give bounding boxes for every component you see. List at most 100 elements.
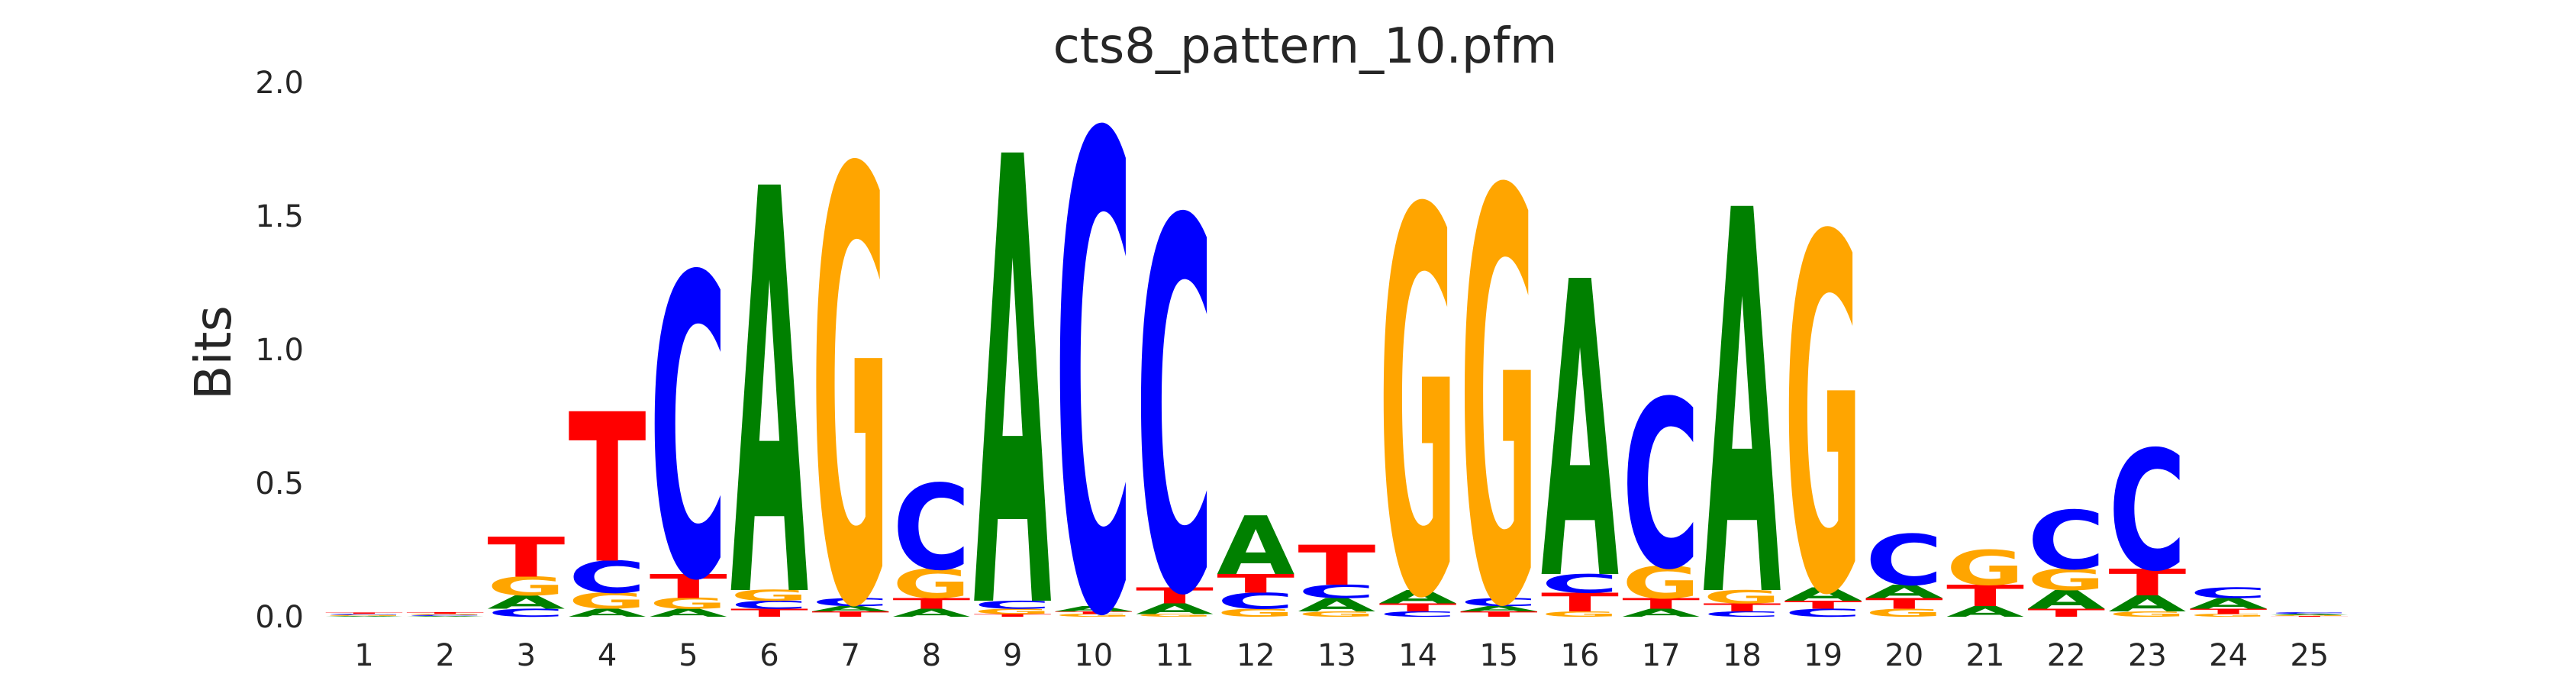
logo-letter-g: G	[406, 614, 484, 615]
logo-letter-t: T	[2271, 616, 2349, 617]
logo-letter-g: G	[892, 560, 970, 608]
logo-letter-t: T	[730, 607, 808, 620]
x-tick-label: 17	[1642, 638, 1681, 673]
logo-letter-c: C	[811, 596, 889, 609]
logo-letter-a: A	[1541, 198, 1620, 670]
logo-letter-c: C	[2108, 416, 2186, 608]
logo-letter-g: G	[1379, 102, 1457, 687]
x-tick-label: 3	[517, 638, 536, 673]
logo-letter-a: A	[1460, 605, 1538, 613]
logo-letter-g: G	[1785, 137, 1862, 687]
x-tick-label: 20	[1884, 638, 1923, 673]
logo-letter-t: T	[1622, 595, 1700, 612]
y-tick-label: 1.5	[255, 199, 304, 234]
logo-letter-g: G	[569, 588, 646, 614]
logo-letter-t: T	[1703, 601, 1781, 614]
chart-title: cts8_pattern_10.pfm	[1053, 18, 1558, 75]
x-tick-label: 13	[1317, 638, 1356, 673]
y-axis-label: Bits	[184, 305, 243, 400]
x-tick-label: 15	[1479, 638, 1518, 673]
y-tick-label: 2.0	[255, 66, 304, 101]
logo-letter-t: T	[1785, 598, 1862, 611]
x-tick-label: 12	[1236, 638, 1275, 673]
logo-letter-t: T	[1541, 588, 1619, 617]
logo-letter-c: C	[1865, 520, 1943, 601]
logo-letter-g: G	[811, 49, 889, 687]
logo-letter-t: T	[569, 371, 646, 610]
logo-letter-a: A	[1946, 603, 2024, 620]
logo-letter-c: C	[2027, 495, 2105, 588]
logo-letter-c: C	[1541, 569, 1619, 598]
logo-letter-g: G	[1703, 587, 1781, 608]
logo-letter-t: T	[2027, 607, 2105, 620]
logo-letter-c: C	[974, 598, 1052, 611]
logo-letter-t: T	[811, 610, 889, 618]
logo-letter-g: G	[1541, 610, 1619, 618]
logo-letter-a: A	[1622, 607, 1701, 620]
logo-letter-a: A	[1136, 601, 1214, 617]
x-tick-label: 19	[1804, 638, 1843, 673]
x-tick-label: 1	[354, 638, 373, 673]
logo-letter-t: T	[1865, 595, 1943, 612]
logo-letter-a: A	[1703, 102, 1781, 687]
logo-letter-g: G	[1622, 557, 1700, 608]
logo-letter-t: T	[487, 526, 565, 590]
logo-letter-a: A	[892, 607, 971, 620]
x-tick-label: 22	[2047, 638, 2086, 673]
logo-letter-g: G	[2108, 610, 2186, 618]
logo-letter-a: A	[487, 592, 565, 613]
logo-letter-t: T	[1946, 579, 2024, 614]
logo-letter-g: G	[1946, 541, 2024, 596]
logo-letter-t: T	[2190, 608, 2268, 616]
logo-letter-t: T	[974, 614, 1052, 618]
logo-letter-a: A	[730, 74, 809, 687]
logo-letter-g: G	[1298, 610, 1375, 618]
x-tick-label: 24	[2209, 638, 2248, 673]
x-tick-label: 10	[1074, 638, 1113, 673]
logo-letter-a: A	[2190, 595, 2268, 612]
logo-letter-a: A	[650, 607, 728, 620]
logo-letter-g: G	[730, 587, 808, 604]
logo-letter-a: A	[811, 605, 889, 613]
y-tick-label: 0.5	[255, 466, 304, 501]
logo-letter-g: G	[974, 608, 1052, 616]
x-tick-label: 6	[759, 638, 779, 673]
x-tick-label: 21	[1966, 638, 2005, 673]
logo-letter-a: A	[2027, 585, 2105, 614]
logo-letter-a: A	[406, 616, 484, 617]
logo-letter-t: T	[1379, 601, 1457, 614]
logo-letter-g: G	[1217, 607, 1294, 620]
logo-letter-t: T	[650, 568, 727, 606]
logo-letter-g: G	[1460, 76, 1538, 687]
logo-letter-c: C	[569, 552, 646, 603]
logo-letter-g: G	[650, 595, 727, 612]
logo-letter-a: A	[1298, 595, 1375, 616]
logo-letter-t: T	[1298, 534, 1375, 598]
logo-letter-c: C	[406, 614, 484, 616]
logo-letter-t: T	[1136, 583, 1214, 608]
y-tick-label: 0.0	[255, 600, 304, 635]
logo-letter-c: C	[1460, 596, 1538, 609]
logo-letter-c: C	[2271, 612, 2349, 614]
logo-letter-t: T	[1055, 611, 1133, 615]
logo-letter-c: C	[325, 614, 403, 615]
x-tick-label: 5	[679, 638, 698, 673]
logo-letter-t: T	[406, 611, 484, 614]
logo-letter-t: T	[1460, 610, 1538, 618]
logo-letter-c: C	[1703, 610, 1781, 618]
logo-letter-a: A	[569, 607, 647, 620]
logo-letter-a: A	[1379, 586, 1457, 608]
logo-letter-c: C	[1055, 2, 1133, 687]
logo-letter-c: C	[1785, 607, 1862, 620]
y-tick-label: 1.0	[255, 333, 304, 368]
logo-letter-a: A	[1055, 605, 1133, 613]
logo-letter-g: G	[325, 614, 403, 616]
x-tick-label: 8	[922, 638, 941, 673]
logo-letter-a: A	[2271, 614, 2349, 616]
y-axis-ticks: 0.0 0.5 1.0 1.5 2.0	[255, 66, 304, 635]
logo-letter-c: C	[1298, 581, 1375, 602]
logo-letter-g: G	[487, 572, 565, 601]
